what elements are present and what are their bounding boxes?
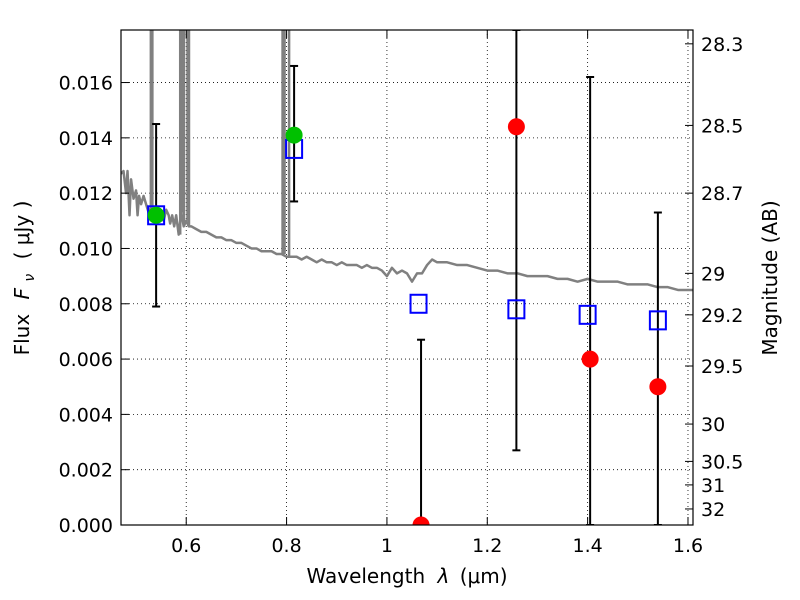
- right-tick-label: 32: [701, 499, 725, 521]
- right-tick-label: 30: [701, 414, 725, 436]
- y-tick-label: 0.006: [59, 349, 113, 371]
- x-tick-label: 1: [381, 535, 393, 557]
- x-axis-label: Wavelength λ (μm): [306, 564, 507, 588]
- x-axis-label-unit: (μm): [460, 564, 508, 588]
- right-tick-label: 29.2: [701, 305, 743, 327]
- x-tick-label: 0.6: [171, 535, 201, 557]
- y-tick-label: 0.008: [59, 294, 113, 316]
- model-photometry-square: [578, 304, 597, 325]
- y-tick-label: 0.002: [59, 460, 113, 482]
- model-photometry-square: [507, 299, 526, 320]
- y-axis-label-right: Magnitude (AB): [758, 200, 782, 355]
- right-tick-label: 28.3: [701, 34, 743, 56]
- observed-flux-point: [147, 206, 165, 224]
- data-markers: [147, 118, 667, 525]
- y-tick-label: 0.010: [59, 238, 113, 260]
- y-tick-label: 0.014: [59, 128, 113, 150]
- plot-frame: [120, 29, 694, 526]
- right-tick-label: 30.5: [701, 451, 743, 473]
- right-tick-label: 29.5: [701, 356, 743, 378]
- model-photometry-square: [648, 310, 667, 331]
- x-axis-label-symbol: λ: [437, 564, 450, 588]
- y-axis-label-left: Flux F ν ( μJy ): [10, 201, 39, 356]
- y-tick-label: 0.016: [59, 73, 113, 95]
- model-photometry-square: [409, 293, 428, 314]
- observed-flux-point: [412, 516, 430, 525]
- right-tick-label: 28.5: [701, 115, 743, 137]
- observed-flux-point: [285, 126, 303, 144]
- x-tick-label: 0.8: [271, 535, 301, 557]
- x-tick-label: 1.6: [673, 535, 703, 557]
- y-axis-label-unit: ( μJy ): [10, 201, 34, 260]
- x-tick-label: 1.4: [573, 535, 603, 557]
- observed-flux-point: [581, 350, 599, 368]
- y-axis-label-text: Flux: [10, 314, 34, 356]
- plot-area: [121, 30, 693, 525]
- y-axis-label-subscript: ν: [22, 274, 38, 282]
- right-tick-label: 29: [701, 263, 725, 285]
- x-tick-label: 1.2: [472, 535, 502, 557]
- right-tick-label: 31: [701, 475, 725, 497]
- y-tick-label: 0.004: [59, 404, 113, 426]
- right-tick-label: 28.7: [701, 183, 743, 205]
- y-axis-ticks: 0.000 0.002 0.004 0.006 0.008 0.010 0.012 0.014…: [59, 73, 129, 537]
- y-tick-label: 0.012: [59, 183, 113, 205]
- observed-flux-point: [507, 118, 525, 136]
- y-axis-label-symbol: F: [10, 287, 34, 299]
- y-tick-label: 0.000: [59, 515, 113, 537]
- observed-flux-point: [649, 378, 667, 396]
- x-axis-ticks: 0.6 0.8 1 1.2 1.4 1.6: [171, 30, 703, 557]
- x-axis-label-text: Wavelength: [306, 564, 425, 588]
